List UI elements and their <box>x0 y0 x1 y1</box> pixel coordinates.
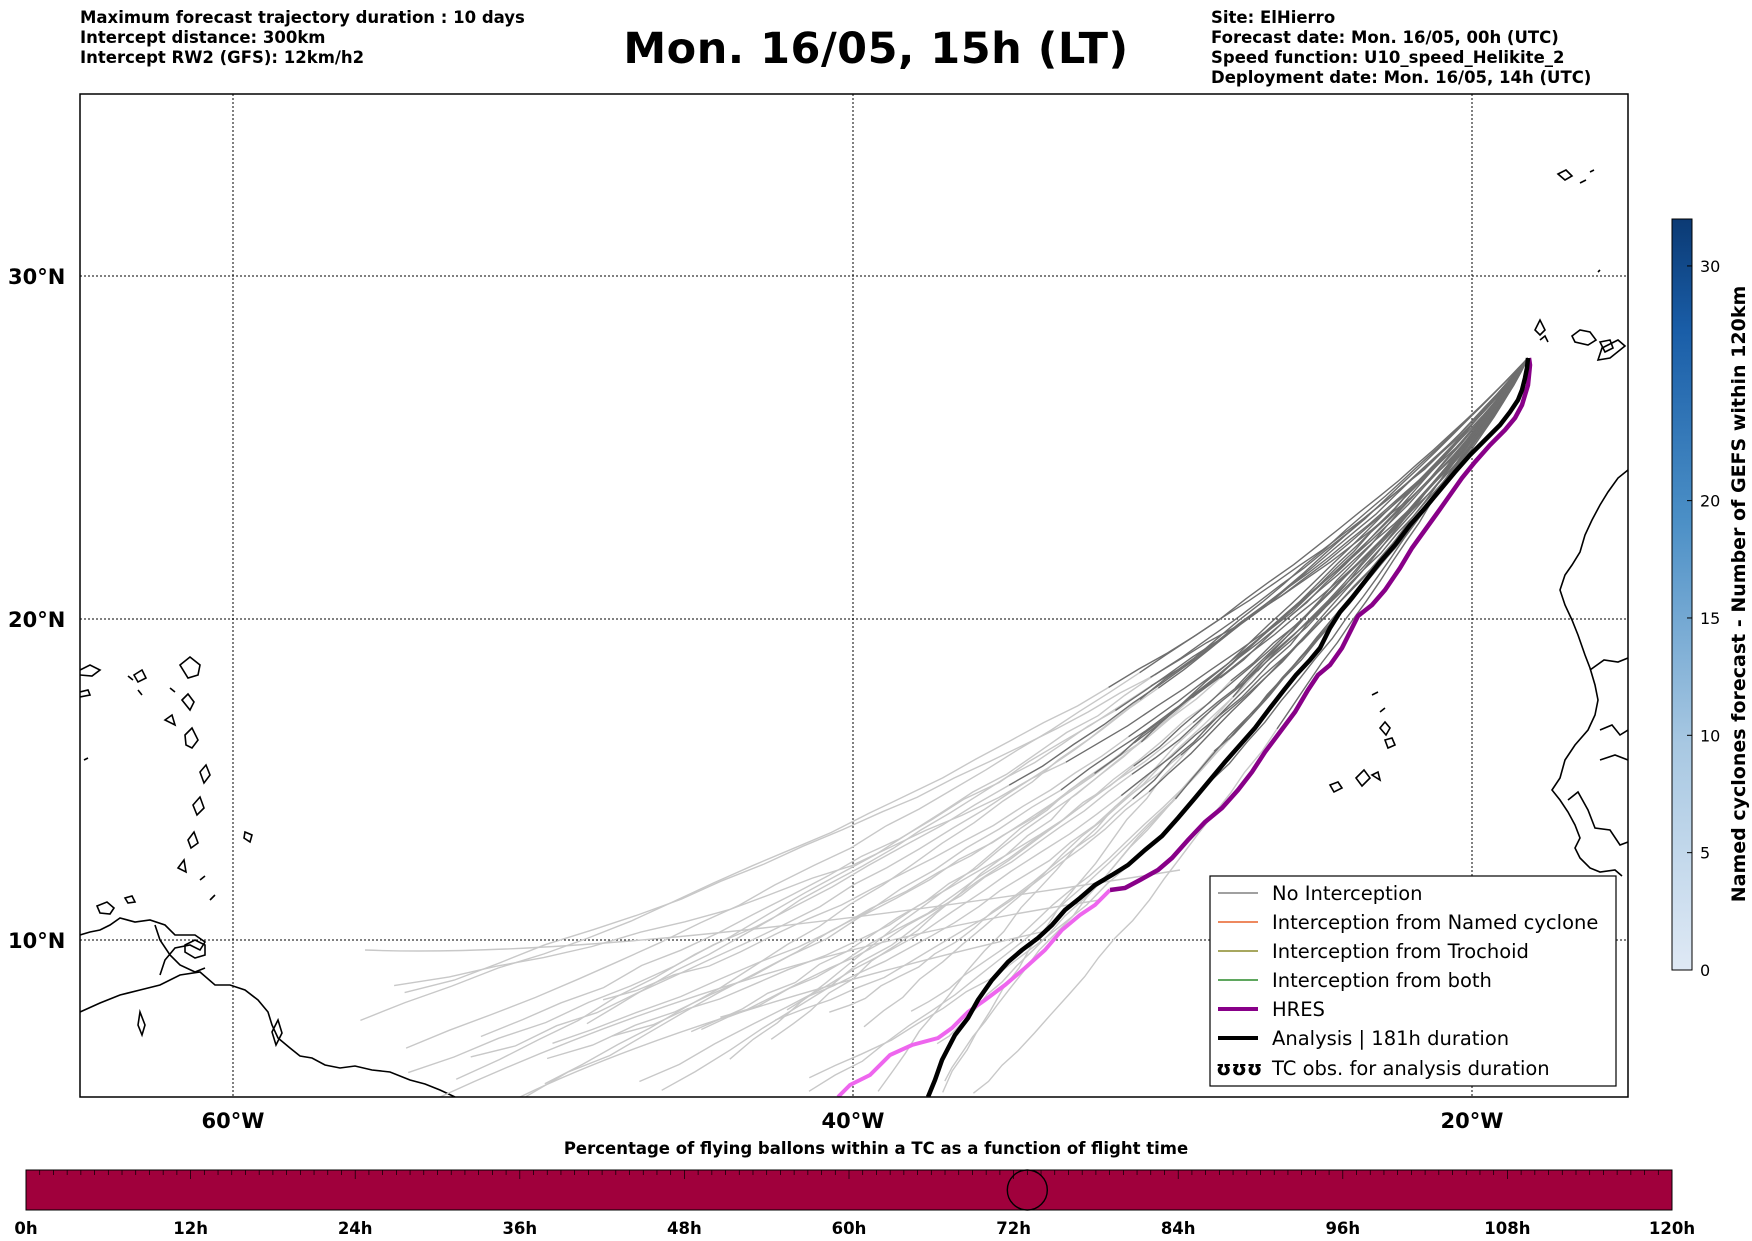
timebar-label: 108h <box>1484 1219 1530 1238</box>
header-right-line: Forecast date: Mon. 16/05, 00h (UTC) <box>1211 28 1559 47</box>
ensemble-trajectories-light <box>360 670 1278 1097</box>
legend-label: HRES <box>1272 998 1325 1021</box>
ensemble-trajectory <box>1139 357 1529 700</box>
header-right-line: Site: ElHierro <box>1211 8 1336 27</box>
timebar-label: 72h <box>996 1219 1031 1238</box>
colorbar-title: Named cyclones forecast - Number of GEFS… <box>1728 286 1750 903</box>
ensemble-trajectory <box>720 773 1133 1018</box>
header-right-line: Deployment date: Mon. 16/05, 14h (UTC) <box>1211 68 1592 87</box>
current-time-marker <box>1006 1169 1049 1211</box>
legend-label: No Interception <box>1272 882 1423 905</box>
colorbar-tick-label: 5 <box>1700 844 1710 863</box>
lat-label-20n: 20°N <box>8 608 65 632</box>
ensemble-trajectory <box>1276 357 1529 730</box>
map-border <box>79 93 1629 1098</box>
coastlines <box>80 169 1628 1097</box>
header-left-line: Maximum forecast trajectory duration : 1… <box>80 8 525 27</box>
legend-label: Interception from both <box>1272 969 1492 992</box>
ensemble-trajectory <box>639 795 1122 1083</box>
lon-label-40w: 40°W <box>822 1109 885 1133</box>
ensemble-trajectory <box>544 698 1141 1085</box>
lon-label-20w: 20°W <box>1441 1109 1504 1133</box>
header-right: Site: ElHierro Forecast date: Mon. 16/05… <box>1211 8 1591 88</box>
timebar-label: 12h <box>173 1219 208 1238</box>
timebar-label: 60h <box>832 1219 867 1238</box>
colorbar-tick-label: 20 <box>1700 492 1720 511</box>
legend-symbol-tc-obs: ʊʊʊ <box>1216 1056 1262 1080</box>
map-legend: ʊʊʊ No Interception Interception from Na… <box>1209 875 1617 1087</box>
lon-label-60w: 60°W <box>202 1109 265 1133</box>
hres-trajectory-dark <box>1109 357 1533 893</box>
ensemble-trajectory <box>863 670 1258 1028</box>
ensemble-trajectory <box>586 709 1116 1025</box>
timebar-label: 120h <box>1649 1219 1695 1238</box>
ensemble-trajectory <box>690 697 1193 1033</box>
ensemble-trajectory <box>407 784 1010 1074</box>
header-left-line: Intercept distance: 300km <box>80 28 326 47</box>
ensemble-trajectory <box>770 741 1142 1040</box>
ensemble-trajectory <box>455 674 1156 1080</box>
ensemble-trajectory <box>393 761 1067 987</box>
timebar-label: 24h <box>338 1219 373 1238</box>
flight-time-bar: 0h 12h 24h 36h 48h 60h 72h 84h 96h 108h 120h <box>14 1169 1695 1238</box>
timebar-title: Percentage of flying ballons within a TC… <box>563 1139 1189 1158</box>
legend-label: Interception from Trochoid <box>1272 940 1529 963</box>
ensemble-trajectory <box>877 687 1236 1092</box>
colorbar: 0 5 10 15 20 30 Named cyclones forecast - Num… <box>1671 218 1750 980</box>
timebar-label: 0h <box>14 1219 37 1238</box>
ensemble-trajectory <box>1140 357 1529 743</box>
ensemble-trajectories-dark <box>1008 357 1529 805</box>
timebar-label: 84h <box>1161 1219 1196 1238</box>
ensemble-trajectory <box>829 798 1134 1013</box>
ensemble-trajectory <box>405 672 1140 1049</box>
colorbar-tick-label: 30 <box>1700 257 1720 276</box>
ensemble-trajectory <box>480 685 1152 1038</box>
ensemble-trajectory <box>1008 357 1529 786</box>
header-left: Maximum forecast trajectory duration : 1… <box>80 8 525 68</box>
ensemble-trajectory <box>546 742 1135 1060</box>
timebar-label: 36h <box>502 1219 537 1238</box>
ensemble-trajectory <box>404 676 1151 994</box>
ensemble-trajectory <box>1132 357 1529 800</box>
ensemble-trajectory <box>729 772 1095 1060</box>
legend-label: Interception from Named cyclone <box>1272 911 1598 934</box>
colorbar-tick-label: 15 <box>1700 609 1720 628</box>
ensemble-trajectory <box>661 680 1232 1091</box>
page-title: Mon. 16/05, 15h (LT) <box>623 24 1129 74</box>
ensemble-trajectory <box>525 789 1062 1097</box>
ensemble-trajectory <box>1232 357 1529 698</box>
ensemble-trajectory <box>519 929 1051 1097</box>
ensemble-trajectory <box>439 899 1101 1097</box>
legend-label: TC obs. for analysis duration <box>1271 1057 1550 1080</box>
colorbar-tick-label: 0 <box>1700 961 1710 980</box>
ensemble-trajectory <box>972 728 1278 1094</box>
header-right-line: Speed function: U10_speed_Helikite_2 <box>1211 48 1565 67</box>
lat-label-10n: 10°N <box>8 929 65 953</box>
timebar-label: 48h <box>667 1219 702 1238</box>
timebar-label: 96h <box>1325 1219 1360 1238</box>
ensemble-trajectory <box>360 686 1109 1022</box>
ensemble-trajectory <box>774 791 1150 1021</box>
ensemble-trajectory <box>910 750 1215 1012</box>
analysis-trajectory <box>925 357 1531 1097</box>
ensemble-trajectory <box>602 736 1130 1001</box>
colorbar-tick-label: 10 <box>1700 726 1720 745</box>
ensemble-trajectory <box>364 869 1181 952</box>
legend-label: Analysis | 181h duration <box>1272 1027 1509 1050</box>
ensemble-trajectory <box>470 687 1159 1058</box>
lat-label-30n: 30°N <box>8 265 65 289</box>
ensemble-trajectory <box>944 798 1176 1082</box>
header-left-line: Intercept RW2 (GFS): 12km/h2 <box>80 48 365 67</box>
